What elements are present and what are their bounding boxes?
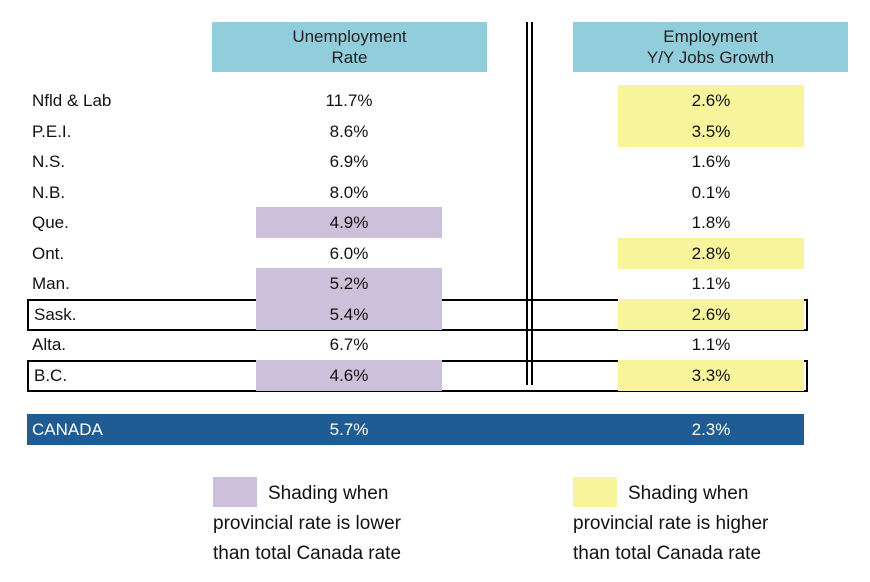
province-name: Que.: [32, 213, 69, 232]
canada-total-row: CANADA 5.7% 2.3%: [27, 414, 804, 445]
unemployment-rate-cell: 4.9%: [256, 207, 442, 238]
table-row: N.S. 6.9% 1.6%: [27, 146, 807, 177]
unemployment-rate-cell: 6.7%: [329, 335, 369, 354]
employment-growth-cell: 3.3%: [618, 359, 804, 391]
unemployment-rate-cell: 5.4%: [256, 298, 442, 330]
employment-header-line1: Employment: [663, 27, 758, 46]
unemployment-rate-cell: 5.2%: [256, 268, 442, 299]
legend-lower-text: Shading when provincial rate is lower th…: [213, 479, 433, 569]
table-row: Man. 5.2% 1.1%: [27, 268, 807, 299]
unemployment-header-line2: Rate: [331, 48, 368, 67]
legend-higher-line3: than total Canada rate: [573, 543, 762, 564]
table-row: Nfld & Lab 11.7% 2.6%: [27, 85, 807, 116]
province-name: Nfld & Lab: [32, 91, 112, 110]
unemployment-rate-cell: 8.6%: [329, 121, 369, 141]
canada-label: CANADA: [32, 420, 103, 439]
employment-growth-cell: 1.1%: [691, 335, 731, 354]
table-row: P.E.I. 8.6% 3.5%: [27, 115, 807, 147]
employment-growth-cell: 2.6%: [618, 298, 804, 330]
unemployment-header-line1: Unemployment: [292, 27, 407, 46]
legend-lower-line3: than total Canada rate: [213, 543, 402, 564]
employment-growth-cell: 3.5%: [618, 115, 804, 147]
legend-higher-text: Shading when provincial rate is higher t…: [573, 479, 813, 569]
legend-purple-swatch: [213, 477, 257, 507]
column-divider-left: [526, 22, 528, 385]
legend-higher-line2: provincial rate is higher: [573, 513, 769, 534]
employment-header-line2: Y/Y Jobs Growth: [646, 48, 775, 67]
table-row: N.B. 8.0% 0.1%: [27, 177, 807, 208]
employment-growth-cell: 2.6%: [618, 85, 804, 116]
province-name: P.E.I.: [32, 121, 72, 141]
table-row: Sask. 5.4% 2.6%: [27, 298, 808, 331]
canada-unemployment-value: 5.7%: [329, 420, 369, 439]
table-row: Que. 4.9% 1.8%: [27, 207, 807, 238]
legend-yellow-swatch: [573, 477, 617, 507]
province-name: Alta.: [32, 335, 67, 354]
employment-growth-cell: 1.8%: [691, 213, 731, 232]
unemployment-rate-cell: 6.0%: [329, 243, 369, 263]
canada-employment-value: 2.3%: [691, 420, 731, 439]
province-name: Man.: [32, 274, 70, 293]
employment-growth-cell: 0.1%: [691, 182, 731, 202]
table-row: B.C. 4.6% 3.3%: [27, 359, 808, 392]
employment-growth-header: Employment Y/Y Jobs Growth: [573, 22, 848, 72]
unemployment-rate-cell: 4.6%: [256, 359, 442, 391]
employment-growth-cell: 1.1%: [691, 274, 731, 293]
column-divider-right: [531, 22, 533, 385]
unemployment-rate-cell: 11.7%: [325, 91, 373, 110]
employment-growth-cell: 2.8%: [618, 237, 804, 269]
unemployment-rate-cell: 8.0%: [329, 182, 369, 202]
unemployment-rate-cell: 6.9%: [329, 152, 369, 171]
province-name: N.B.: [32, 182, 66, 202]
legend-lower-line1: Shading when: [268, 483, 389, 504]
table-row: Ont. 6.0% 2.8%: [27, 237, 807, 269]
province-name: N.S.: [32, 152, 66, 171]
legend-lower-line2: provincial rate is lower: [213, 513, 401, 534]
province-name: Ont.: [32, 243, 65, 263]
employment-growth-cell: 1.6%: [691, 152, 731, 171]
province-name: Sask.: [34, 304, 77, 324]
province-name: B.C.: [34, 365, 68, 385]
table-row: Alta. 6.7% 1.1%: [27, 329, 807, 360]
legend-higher-line1: Shading when: [628, 483, 749, 504]
unemployment-rate-header: Unemployment Rate: [212, 22, 487, 72]
